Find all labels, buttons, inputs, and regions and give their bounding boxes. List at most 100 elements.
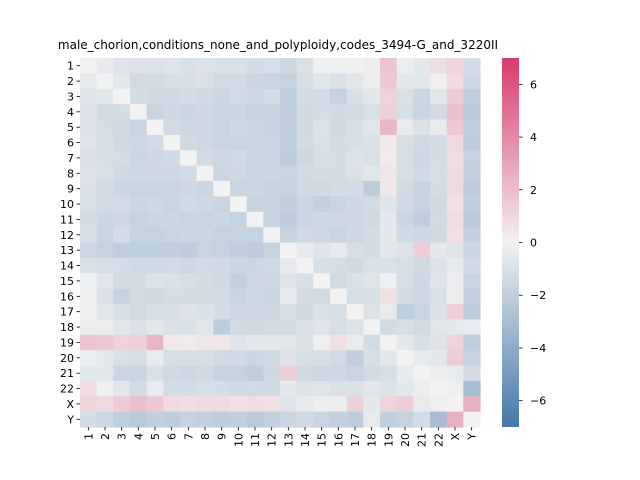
- y-tick-label: 17: [60, 306, 74, 319]
- heatmap-cell: [180, 288, 198, 305]
- heatmap-cell: [280, 334, 298, 351]
- x-tick-label: 17: [349, 433, 362, 447]
- heatmap-cell: [413, 380, 431, 397]
- heatmap-cell: [430, 288, 448, 305]
- heatmap-cell: [446, 104, 464, 121]
- heatmap-cell: [113, 288, 131, 305]
- heatmap-cell: [330, 165, 348, 182]
- heatmap-cell: [280, 227, 298, 244]
- heatmap-cell: [346, 165, 364, 182]
- heatmap-cell: [246, 58, 264, 74]
- heatmap-cell: [313, 181, 331, 197]
- heatmap-cell: [80, 88, 98, 105]
- heatmap-cell: [180, 181, 198, 197]
- colorbar-tick-label: 2: [530, 184, 537, 197]
- heatmap-cell: [413, 319, 431, 336]
- heatmap-cell: [413, 165, 431, 182]
- heatmap-cell: [446, 88, 464, 105]
- heatmap-cell: [230, 58, 248, 74]
- heatmap-cell: [180, 150, 198, 167]
- heatmap-cell: [346, 257, 364, 274]
- heatmap-cell: [96, 273, 114, 290]
- heatmap-cell: [313, 365, 331, 382]
- heatmap-cell: [180, 134, 198, 151]
- heatmap-cell: [196, 242, 214, 259]
- heatmap-cell: [263, 396, 281, 413]
- heatmap-cell: [113, 350, 131, 367]
- heatmap-cell: [180, 365, 198, 382]
- heatmap-cell: [263, 411, 281, 428]
- heatmap-cell: [246, 242, 264, 259]
- heatmap-cell: [196, 119, 214, 136]
- heatmap-cell: [213, 365, 231, 382]
- heatmap-cell: [130, 288, 148, 305]
- heatmap-cell: [380, 119, 398, 136]
- heatmap-cell: [230, 257, 248, 274]
- y-tick-label: 1: [67, 60, 74, 73]
- heatmap-cell: [413, 104, 431, 121]
- heatmap-cell: [463, 211, 481, 228]
- heatmap-cell: [163, 104, 181, 121]
- heatmap-cell: [213, 73, 231, 90]
- heatmap-cell: [413, 411, 431, 428]
- heatmap-cell: [330, 288, 348, 305]
- heatmap-cell: [80, 211, 98, 228]
- heatmap-cell: [363, 304, 381, 320]
- heatmap-cell: [146, 380, 164, 397]
- heatmap-cell: [463, 288, 481, 305]
- heatmap-cell: [246, 211, 264, 228]
- heatmap-cell: [146, 304, 164, 320]
- heatmap-cell: [246, 257, 264, 274]
- heatmap-cell: [330, 73, 348, 90]
- heatmap-cell: [346, 273, 364, 290]
- heatmap-cell: [313, 334, 331, 351]
- heatmap-cell: [413, 242, 431, 259]
- heatmap-cell: [196, 411, 214, 428]
- heatmap-cell: [146, 411, 164, 428]
- heatmap-cell: [196, 134, 214, 151]
- heatmap-cell: [80, 288, 98, 305]
- heatmap-cell: [163, 211, 181, 228]
- heatmap-cell: [330, 365, 348, 382]
- heatmap-cell: [346, 365, 364, 382]
- heatmap-cell: [380, 273, 398, 290]
- heatmap-cell: [413, 150, 431, 167]
- y-tick-label: 11: [60, 213, 74, 226]
- heatmap-cell: [463, 165, 481, 182]
- heatmap-cell: [163, 334, 181, 351]
- heatmap-cell: [396, 411, 414, 428]
- heatmap-cell: [163, 396, 181, 413]
- heatmap-cell: [446, 58, 464, 74]
- heatmap-cell: [430, 73, 448, 90]
- heatmap-cell: [380, 319, 398, 336]
- heatmap-cell: [80, 119, 98, 136]
- heatmap-cell: [146, 119, 164, 136]
- heatmap-cell: [446, 196, 464, 213]
- heatmap-cell: [446, 365, 464, 382]
- heatmap-cell: [446, 396, 464, 413]
- heatmap-cell: [413, 257, 431, 274]
- heatmap-cell: [280, 211, 298, 228]
- heatmap-cell: [263, 134, 281, 151]
- heatmap-cell: [180, 242, 198, 259]
- heatmap-cell: [246, 150, 264, 167]
- x-tick-label: 22: [432, 433, 445, 447]
- heatmap-cell: [246, 380, 264, 397]
- heatmap-cell: [180, 211, 198, 228]
- heatmap-cell: [163, 73, 181, 90]
- heatmap-cell: [380, 257, 398, 274]
- heatmap-cell: [263, 88, 281, 105]
- heatmap-cell: [396, 181, 414, 197]
- heatmap-cell: [280, 288, 298, 305]
- heatmap-cell: [246, 119, 264, 136]
- heatmap-cell: [96, 58, 114, 74]
- x-tick-label: 7: [182, 433, 195, 440]
- heatmap-cell: [213, 319, 231, 336]
- heatmap-cell: [213, 304, 231, 320]
- heatmap-cell: [430, 319, 448, 336]
- heatmap-cell: [363, 319, 381, 336]
- heatmap-cell: [80, 104, 98, 121]
- heatmap-cell: [346, 242, 364, 259]
- heatmap-cell: [296, 88, 314, 105]
- heatmap-cell: [163, 288, 181, 305]
